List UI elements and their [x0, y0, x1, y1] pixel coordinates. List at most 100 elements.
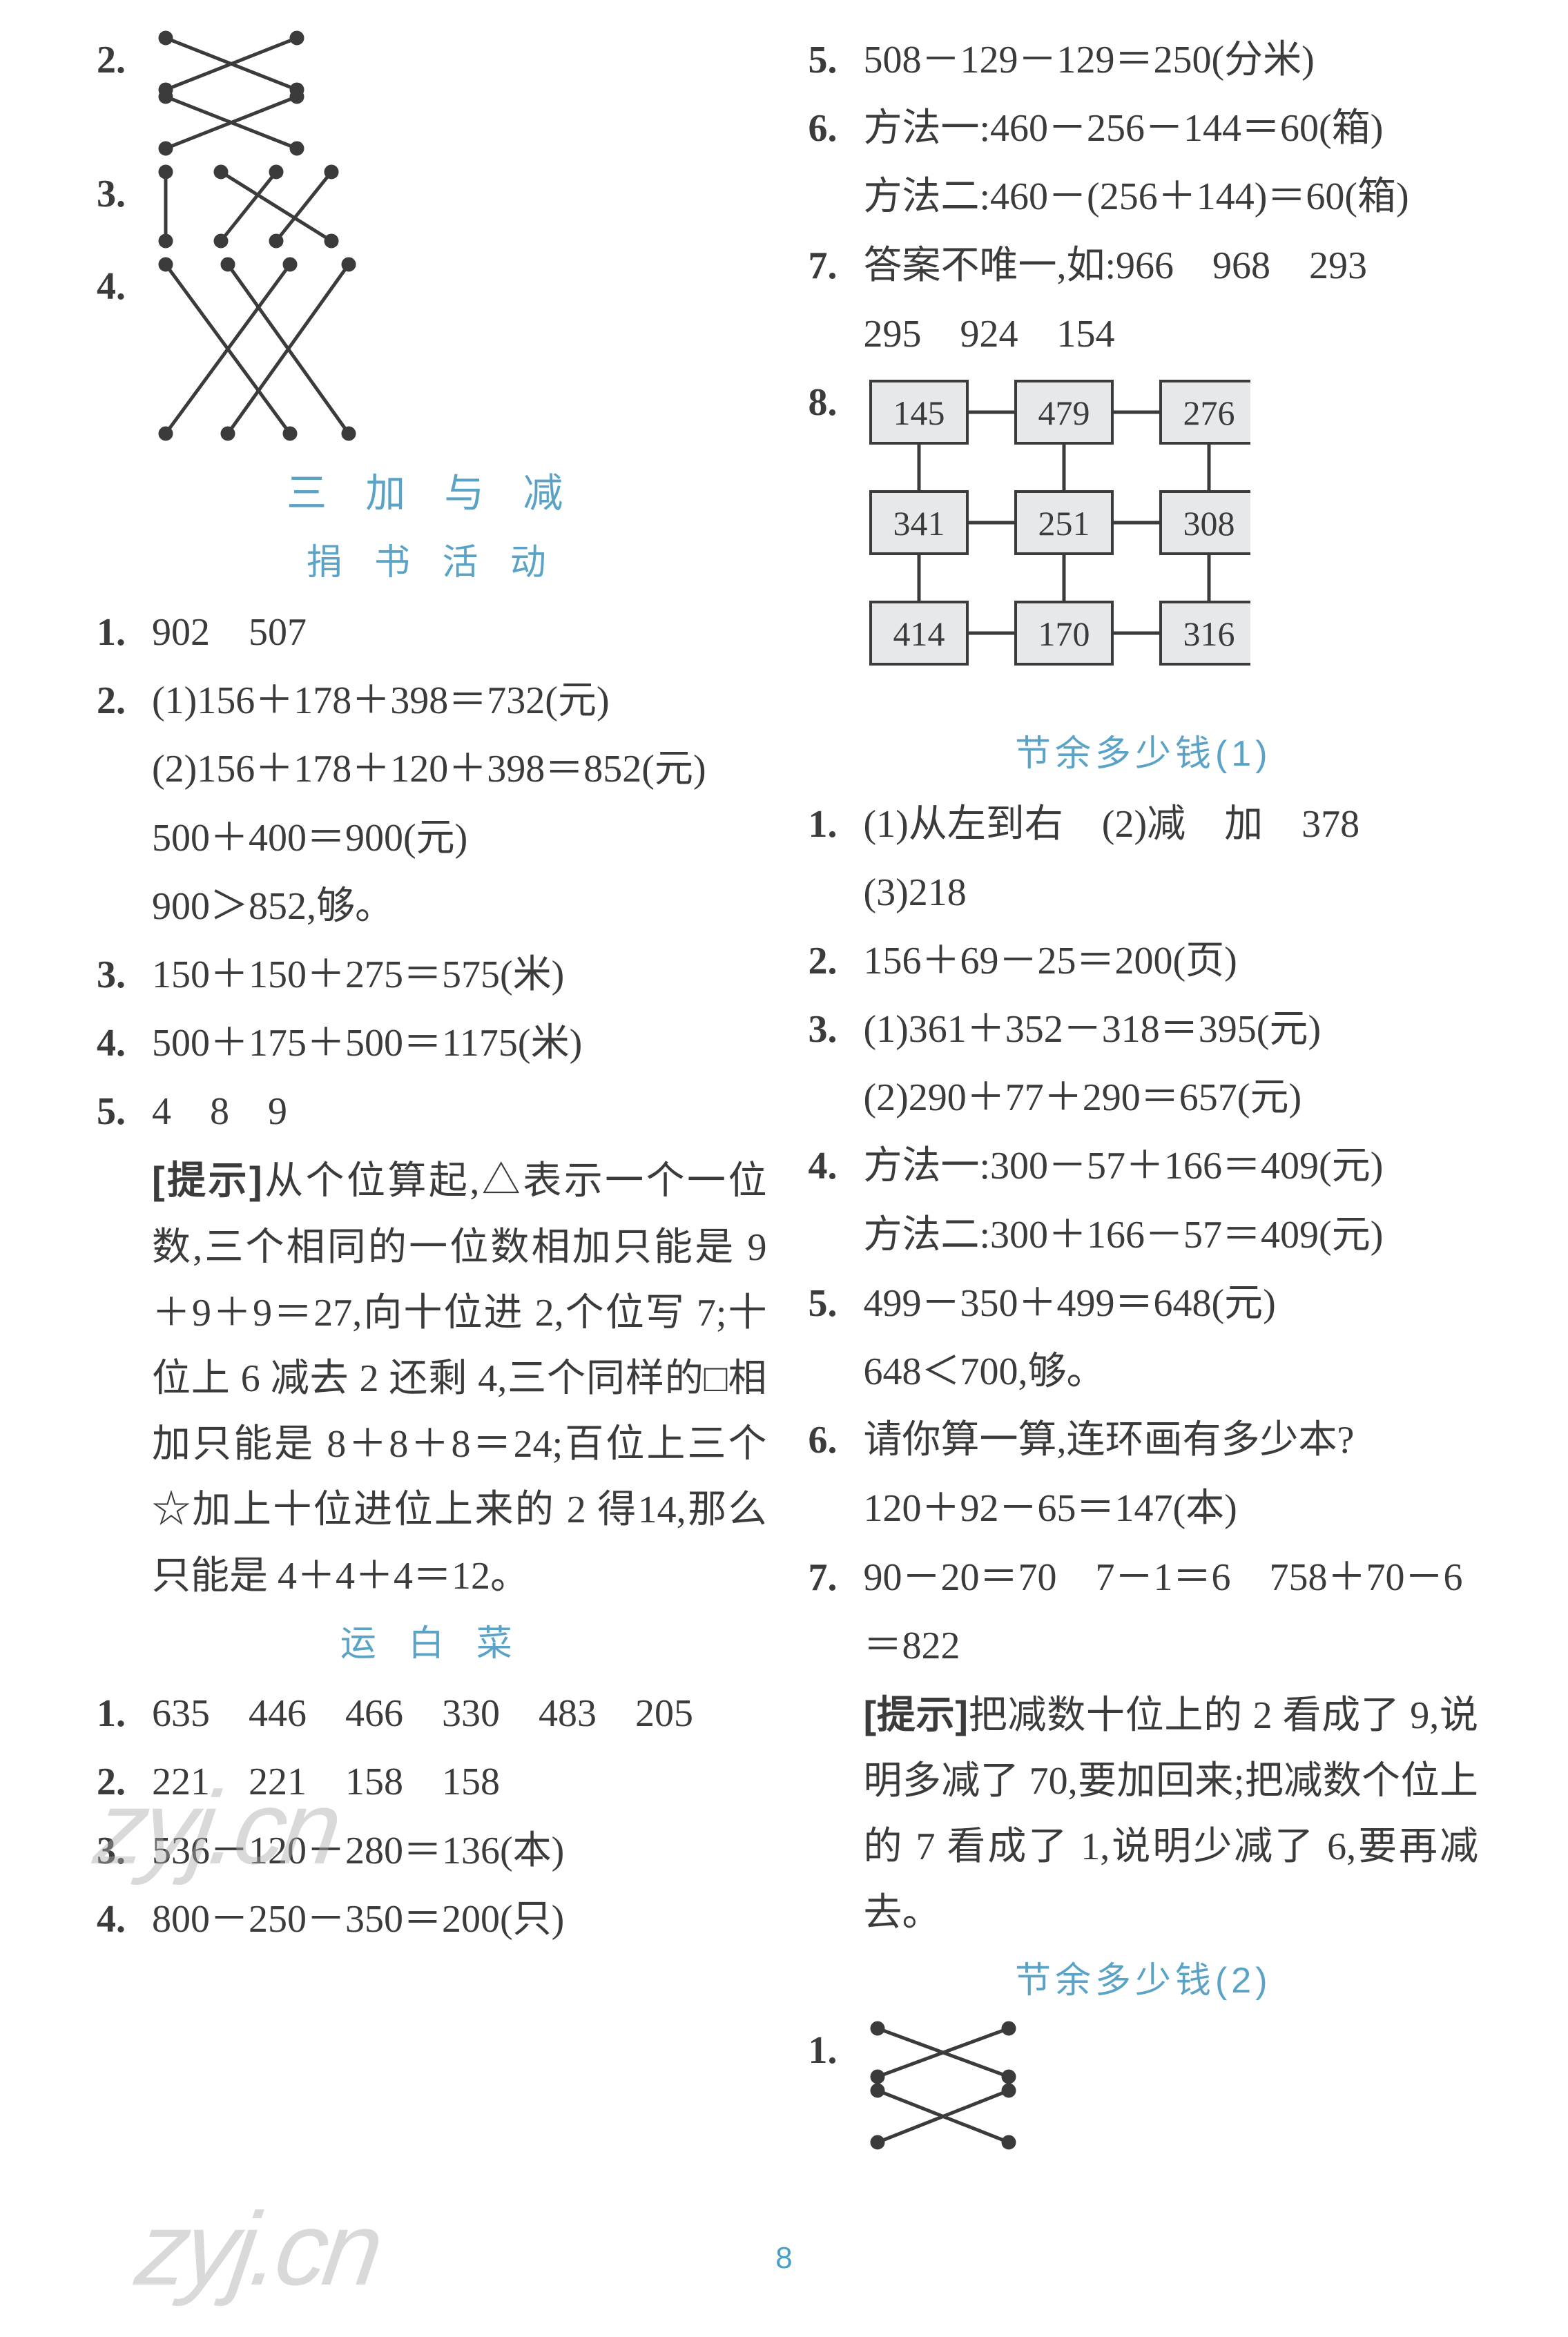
- answer-body: 答案不唯一,如:966 968 293 295 924 154: [864, 233, 1479, 367]
- answer-line: 方法一:460－256－144＝60(箱): [864, 96, 1479, 162]
- jieyu1-q5: 5. 499－350＋499＝648(元) 648＜700,够。: [809, 1271, 1479, 1405]
- answer-body: 499－350＋499＝648(元) 648＜700,够。: [864, 1271, 1479, 1405]
- answer-text: 508－129－129＝250(分米): [864, 28, 1479, 93]
- right-q7: 7. 答案不唯一,如:966 968 293 295 924 154: [809, 233, 1479, 367]
- answer-line: 请你算一算,连环画有多少本?: [864, 1408, 1479, 1473]
- match-diagram-3: [152, 162, 767, 251]
- jieyu1-q2: 2. 156＋69－25＝200(页): [809, 929, 1479, 994]
- answer-line: 500＋400＝900(元): [152, 806, 767, 871]
- page-number: 8: [0, 2233, 1568, 2285]
- answer-line: (3)218: [864, 860, 1479, 926]
- jieyu1-q6: 6. 请你算一算,连环画有多少本? 120＋92－65＝147(本): [809, 1408, 1479, 1542]
- match-diagram-4: [152, 254, 767, 447]
- q-number: 8.: [809, 370, 864, 436]
- answer-line: 方法一:300－57＋166＝409(元): [864, 1134, 1479, 1199]
- number-grid: 145479276341251308414170316: [864, 374, 1479, 719]
- answer-line: (1)361＋352－318＝395(元): [864, 997, 1479, 1063]
- q-number: 4.: [97, 1887, 152, 1952]
- answer-text: 150＋150＋275＝575(米): [152, 942, 767, 1008]
- answer-line: 499－350＋499＝648(元): [864, 1271, 1479, 1337]
- answer-text: 221 221 158 158: [152, 1749, 767, 1815]
- hint-label: [提示]: [152, 1158, 262, 1202]
- q-number: 1.: [97, 600, 152, 666]
- answer-body: 90－20＝70 7－1＝6 758＋70－6 ＝822 [提示]把减数十位上的…: [864, 1545, 1479, 1946]
- q-number: 2.: [97, 1749, 152, 1815]
- svg-text:251: 251: [1038, 504, 1090, 543]
- svg-text:341: 341: [893, 504, 945, 543]
- jieyu1-q3: 3. (1)361＋352－318＝395(元) (2)290＋77＋290＝6…: [809, 997, 1479, 1131]
- page: 2. 3.: [0, 0, 1568, 2305]
- baicai-q4: 4. 800－250－350＝200(只): [97, 1887, 767, 1952]
- answer-line: ＝822: [864, 1613, 1479, 1679]
- q-number: 3.: [97, 162, 152, 227]
- answer-body: (1)156＋178＋398＝732(元) (2)156＋178＋120＋398…: [152, 668, 767, 940]
- right-q5: 5. 508－129－129＝250(分米): [809, 28, 1479, 93]
- jieyu1-q4: 4. 方法一:300－57＋166＝409(元) 方法二:300＋166－57＝…: [809, 1134, 1479, 1268]
- right-q6: 6. 方法一:460－256－144＝60(箱) 方法二:460－(256＋14…: [809, 96, 1479, 230]
- q-number: 4.: [809, 1134, 864, 1199]
- answer-body: 请你算一算,连环画有多少本? 120＋92－65＝147(本): [864, 1408, 1479, 1542]
- answer-line: 方法二:460－(256＋144)＝60(箱): [864, 164, 1479, 230]
- answer-line: 900＞852,够。: [152, 874, 767, 940]
- answer-text: 800－250－350＝200(只): [152, 1887, 767, 1952]
- answer-text: 156＋69－25＝200(页): [864, 929, 1479, 994]
- q-number: 2.: [97, 668, 152, 734]
- q-number: 1.: [809, 2018, 864, 2084]
- juanshu-q5: 5. 4 8 9 [提示]从个位算起,△表示一个一位数,三个相同的一位数相加只能…: [97, 1079, 767, 1609]
- q-number: 7.: [809, 1545, 864, 1611]
- answer-line: (2)156＋178＋120＋398＝852(元): [152, 737, 767, 802]
- svg-text:276: 276: [1183, 394, 1235, 432]
- hint-block: [提示]把减数十位上的 2 看成了 9,说明多减了 70,要加回来;把减数个位上…: [864, 1682, 1479, 1946]
- q-number: 1.: [97, 1681, 152, 1747]
- juanshu-q1: 1. 902 507: [97, 600, 767, 666]
- svg-text:316: 316: [1183, 614, 1235, 653]
- svg-text:170: 170: [1038, 614, 1090, 653]
- answer-text: 500＋175＋500＝1175(米): [152, 1011, 767, 1076]
- hint-text: 从个位算起,△表示一个一位数,三个相同的一位数相加只能是 9＋9＋9＝27,向十…: [152, 1160, 767, 1597]
- answer-body: 4 8 9 [提示]从个位算起,△表示一个一位数,三个相同的一位数相加只能是 9…: [152, 1079, 767, 1609]
- answer-body: 方法一:300－57＋166＝409(元) 方法二:300＋166－57＝409…: [864, 1134, 1479, 1268]
- answer-line: 答案不唯一,如:966 968 293: [864, 233, 1479, 299]
- q-number: 5.: [809, 28, 864, 93]
- left-column: 2. 3.: [76, 28, 788, 2264]
- answer-line: (1)从左到右 (2)减 加 378: [864, 792, 1479, 857]
- subsection-jieyu2: 节余多少钱(2): [809, 1950, 1479, 2011]
- left-q4-match: 4.: [97, 254, 767, 447]
- answer-text: 902 507: [152, 600, 767, 666]
- answer-text: 635 446 466 330 483 205: [152, 1681, 767, 1747]
- answer-line: 90－20＝70 7－1＝6 758＋70－6: [864, 1545, 1479, 1611]
- cross-icon: [152, 254, 359, 447]
- answer-body: (1)从左到右 (2)减 加 378 (3)218: [864, 792, 1479, 926]
- answer-text: 536－120－280＝136(本): [152, 1819, 767, 1884]
- q-number: 1.: [809, 792, 864, 857]
- juanshu-q2: 2. (1)156＋178＋398＝732(元) (2)156＋178＋120＋…: [97, 668, 767, 940]
- q-number: 6.: [809, 1408, 864, 1473]
- right-q8: 8. 145479276341251308414170316: [809, 370, 1479, 719]
- answer-body: 方法一:460－256－144＝60(箱) 方法二:460－(256＋144)＝…: [864, 96, 1479, 230]
- hint-block: [提示]从个位算起,△表示一个一位数,三个相同的一位数相加只能是 9＋9＋9＝2…: [152, 1147, 767, 1609]
- answer-line: (1)156＋178＋398＝732(元): [152, 668, 767, 734]
- answer-line: (2)290＋77＋290＝657(元): [864, 1065, 1479, 1131]
- section-title-3: 三 加 与 减: [97, 460, 767, 528]
- juanshu-q4: 4. 500＋175＋500＝1175(米): [97, 1011, 767, 1076]
- svg-text:479: 479: [1038, 394, 1090, 432]
- left-q3-match: 3.: [97, 162, 767, 251]
- juanshu-q3: 3. 150＋150＋275＝575(米): [97, 942, 767, 1008]
- hint-label: [提示]: [864, 1693, 969, 1736]
- q-number: 5.: [97, 1079, 152, 1145]
- left-q2-match: 2.: [97, 28, 767, 159]
- answer-line: 4 8 9: [152, 1079, 767, 1145]
- q-number: 3.: [809, 997, 864, 1063]
- q-number: 2.: [809, 929, 864, 994]
- cross-icon: [152, 28, 311, 159]
- baicai-q1: 1. 635 446 466 330 483 205: [97, 1681, 767, 1747]
- subsection-jieyu1: 节余多少钱(1): [809, 724, 1479, 784]
- q-number: 6.: [809, 96, 864, 162]
- q-number: 4.: [97, 254, 152, 320]
- svg-text:414: 414: [893, 614, 945, 653]
- jieyu1-q7: 7. 90－20＝70 7－1＝6 758＋70－6 ＝822 [提示]把减数十…: [809, 1545, 1479, 1946]
- answer-line: 648＜700,够。: [864, 1339, 1479, 1405]
- match-diagram-k1: [864, 2018, 1479, 2156]
- baicai-q2: 2. 221 221 158 158: [97, 1749, 767, 1815]
- baicai-q3: 3. 536－120－280＝136(本): [97, 1819, 767, 1884]
